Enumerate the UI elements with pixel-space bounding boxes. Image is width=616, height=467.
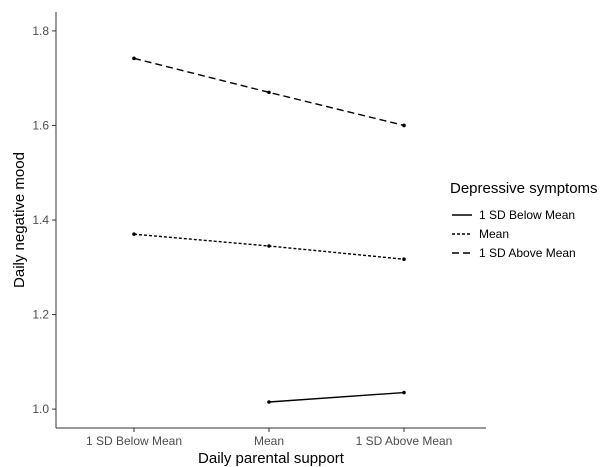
- data-point: [267, 244, 271, 248]
- y-tick-label: 1.8: [32, 24, 49, 38]
- y-ticks: 1.0 1.2 1.4 1.6 1.8: [32, 24, 56, 416]
- data-point: [402, 123, 406, 128]
- y-tick-label: 1.0: [32, 402, 49, 416]
- x-tick-label: Mean: [254, 434, 284, 448]
- data-point: [132, 56, 136, 61]
- y-tick-label: 1.6: [32, 118, 49, 132]
- legend-label: Mean: [479, 227, 509, 241]
- y-tick-label: 1.2: [32, 308, 49, 322]
- data-point: [267, 400, 271, 404]
- series-line-2: [133, 57, 405, 127]
- x-tick-label: 1 SD Above Mean: [356, 434, 453, 448]
- data-point: [402, 390, 406, 395]
- series-layer: [132, 56, 406, 404]
- legend-label: 1 SD Above Mean: [479, 246, 576, 260]
- legend-title: Depressive symptoms: [450, 180, 598, 197]
- y-tick-label: 1.4: [32, 213, 49, 227]
- legend-label: 1 SD Below Mean: [479, 208, 575, 222]
- data-point: [402, 257, 406, 262]
- series-line-0: [268, 391, 405, 403]
- x-axis-title: Daily parental support: [198, 450, 345, 467]
- y-axis-title: Daily negative mood: [11, 152, 28, 288]
- axes: [55, 12, 486, 429]
- x-ticks: 1 SD Below Mean Mean 1 SD Above Mean: [86, 428, 452, 448]
- legend-items: 1 SD Below Mean Mean 1 SD Above Mean: [452, 208, 576, 260]
- legend: Depressive symptoms 1 SD Below MeanMean1…: [450, 180, 598, 260]
- data-point: [267, 90, 271, 95]
- data-point: [132, 232, 136, 236]
- x-tick-label: 1 SD Below Mean: [86, 434, 182, 448]
